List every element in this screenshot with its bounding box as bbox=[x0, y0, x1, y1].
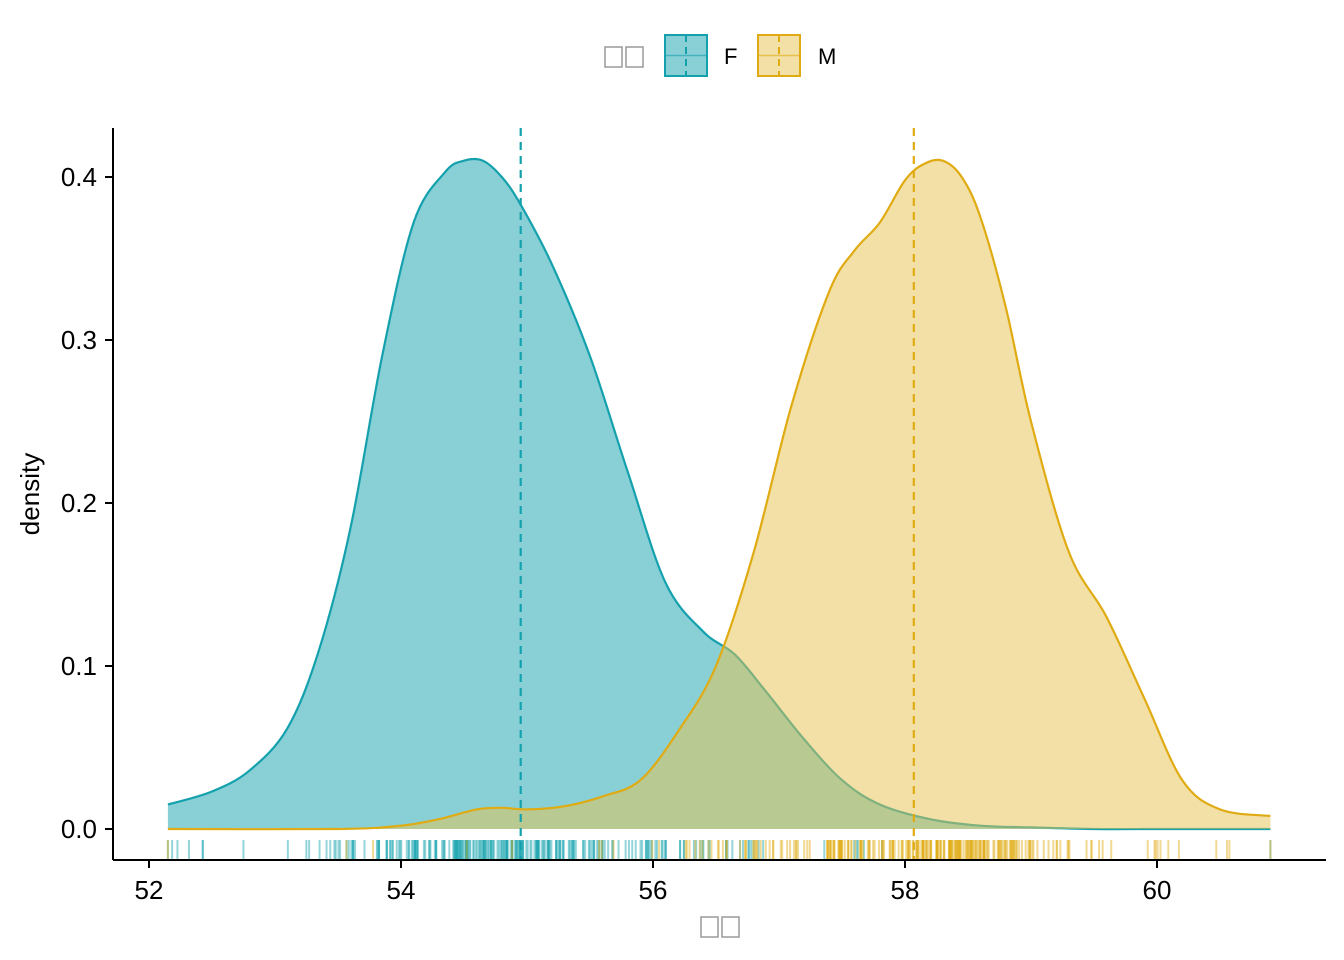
legend-label-M: M bbox=[818, 44, 836, 69]
y-tick-label: 0.4 bbox=[61, 162, 97, 192]
x-tick-label: 60 bbox=[1143, 875, 1172, 905]
y-tick-label: 0.3 bbox=[61, 325, 97, 355]
x-tick-label: 56 bbox=[639, 875, 668, 905]
x-tick-label: 52 bbox=[135, 875, 164, 905]
legend-item-F: F bbox=[664, 34, 737, 77]
legend-title-text: □□ bbox=[623, 56, 625, 58]
legend-label-F: F bbox=[724, 44, 737, 69]
x-tick-label: 58 bbox=[891, 875, 920, 905]
density-area-F bbox=[167, 158, 1271, 830]
rug-F bbox=[166, 840, 1272, 859]
legend-item-M: M bbox=[757, 34, 836, 77]
density-area-M bbox=[167, 159, 1271, 830]
legend-title: □□ bbox=[604, 46, 644, 68]
y-tick-label: 0.0 bbox=[61, 814, 97, 844]
x-axis-title: □□ bbox=[700, 916, 740, 938]
density-line-M bbox=[167, 158, 1271, 831]
y-tick-label: 0.1 bbox=[61, 651, 97, 681]
y-tick-label: 0.2 bbox=[61, 488, 97, 518]
tofu-glyph bbox=[721, 916, 740, 938]
plot-area bbox=[166, 128, 1272, 860]
tofu-glyph bbox=[604, 46, 623, 68]
x-tick-label: 54 bbox=[387, 875, 416, 905]
x-axis-title-text: □□ bbox=[719, 926, 721, 928]
y-axis-title: density bbox=[15, 453, 45, 535]
tofu-glyph bbox=[625, 46, 644, 68]
tofu-glyph bbox=[700, 916, 719, 938]
rug-M bbox=[166, 840, 1272, 859]
